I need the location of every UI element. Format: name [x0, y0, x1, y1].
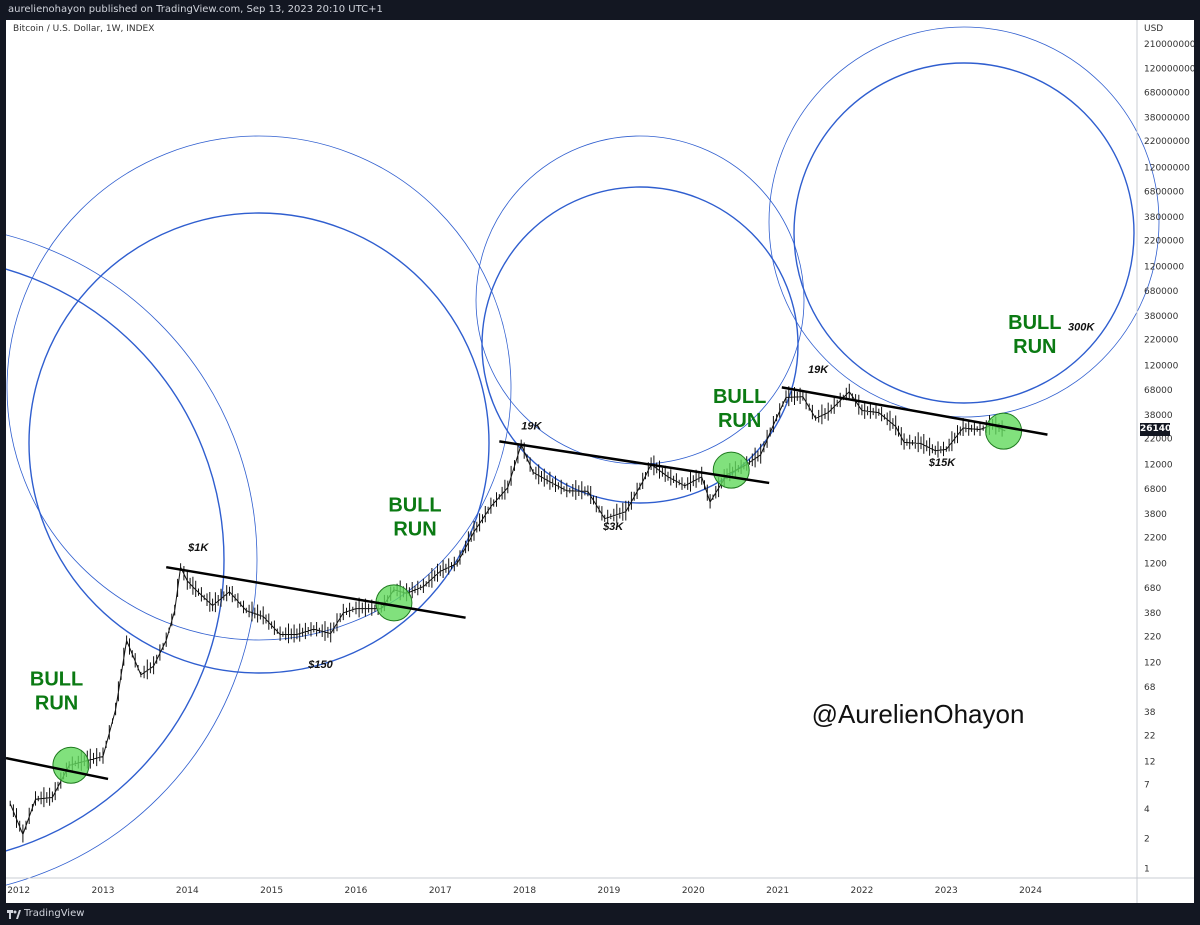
- price-annotation-4: $3K: [602, 521, 624, 533]
- y-tick-label-18: 22000: [1144, 434, 1173, 444]
- x-tick-label-2014: 2014: [176, 886, 199, 896]
- x-tick-label-2017: 2017: [429, 886, 452, 896]
- breakout-highlight-3: [712, 451, 750, 489]
- trendline-1[interactable]: [6, 756, 109, 781]
- x-tick-label-2018: 2018: [513, 886, 536, 896]
- cycle-circle-4: [6, 135, 512, 641]
- chart-frame: $1K $150 19K $3K 19K $15K 300K BULL RUN BULL RUN BU…: [6, 20, 1194, 903]
- y-tick-label-3: 4: [1144, 805, 1150, 815]
- y-tick-label-5: 12: [1144, 758, 1155, 768]
- x-tick-label-2016: 2016: [345, 886, 368, 896]
- y-tick-label-33: 120000000: [1144, 64, 1194, 74]
- price-annotation-7: 300K: [1068, 321, 1095, 333]
- bull-run-label-1-line2: RUN: [35, 693, 78, 715]
- y-tick-label-9: 120: [1144, 658, 1161, 668]
- price-chart[interactable]: $1K$15019K$3K19K$15K300KBULLRUNBULLRUNBU…: [6, 20, 1194, 903]
- top-bar: aurelienohayon published on TradingView.…: [0, 0, 1200, 20]
- price-annotation-2: $150: [307, 659, 333, 671]
- y-tick-label-27: 3800000: [1144, 213, 1184, 223]
- x-tick-label-2022: 2022: [850, 886, 873, 896]
- y-tick-label-26: 2200000: [1144, 236, 1184, 246]
- y-tick-label-25: 1200000: [1144, 262, 1184, 272]
- cycle-circle-1: [6, 268, 225, 852]
- x-tick-label-2024: 2024: [1019, 886, 1042, 896]
- breakout-highlight-4: [985, 412, 1023, 450]
- bull-run-label-2-line2: RUN: [393, 519, 436, 541]
- x-tick-label-2021: 2021: [766, 886, 789, 896]
- y-tick-label-8: 68: [1144, 683, 1156, 693]
- y-tick-label-29: 12000000: [1144, 163, 1190, 173]
- price-series[interactable]: [9, 383, 1006, 843]
- y-tick-label-10: 220: [1144, 632, 1161, 642]
- y-tick-label-4: 7: [1144, 781, 1150, 791]
- price-annotation-3: 19K: [521, 421, 542, 433]
- y-tick-label-23: 380000: [1144, 312, 1179, 322]
- y-tick-label-16: 6800: [1144, 485, 1167, 495]
- y-tick-label-6: 22: [1144, 731, 1155, 741]
- y-tick-label-24: 680000: [1144, 287, 1179, 297]
- y-tick-label-28: 6800000: [1144, 188, 1184, 198]
- y-tick-label-1: 1: [1144, 864, 1150, 874]
- cycle-circle-3: [28, 212, 490, 674]
- bottom-bar: TradingView: [0, 903, 1200, 925]
- y-tick-label-31: 38000000: [1144, 114, 1190, 124]
- price-annotation-6: $15K: [928, 457, 956, 469]
- cycle-circle-7: [793, 62, 1135, 404]
- x-tick-label-2013: 2013: [92, 886, 115, 896]
- currency-label[interactable]: USD: [1144, 24, 1164, 34]
- bull-run-label-3-line1: BULL: [713, 386, 766, 408]
- trendline-2[interactable]: [166, 565, 466, 619]
- last-price-badge: 26140: [1140, 423, 1172, 436]
- x-tick-label-2012: 2012: [7, 886, 30, 896]
- brand-label: TradingView: [24, 908, 85, 919]
- symbol-label: Bitcoin / U.S. Dollar, 1W, INDEX: [13, 24, 155, 34]
- bull-run-label-1-line1: BULL: [30, 669, 83, 691]
- trendline-4[interactable]: [781, 386, 1048, 436]
- watermark-text: @AurelienOhayon: [812, 699, 1025, 729]
- x-tick-label-2015: 2015: [260, 886, 283, 896]
- cycle-circle-2: [6, 234, 258, 886]
- bull-run-label-4-line1: BULL: [1008, 312, 1061, 334]
- x-tick-label-2019: 2019: [597, 886, 620, 896]
- y-tick-label-13: 1200: [1144, 559, 1167, 569]
- price-annotation-5: 19K: [808, 364, 829, 376]
- tradingview-logo-icon: [7, 910, 21, 919]
- y-tick-label-2: 2: [1144, 835, 1150, 845]
- y-tick-label-32: 68000000: [1144, 89, 1190, 99]
- x-tick-label-2023: 2023: [935, 886, 958, 896]
- y-tick-label-30: 22000000: [1144, 137, 1190, 147]
- x-tick-label-2020: 2020: [682, 886, 705, 896]
- y-tick-label-15: 3800: [1144, 510, 1167, 520]
- price-annotation-1: $1K: [187, 542, 209, 554]
- y-tick-label-34: 210000000: [1144, 40, 1194, 50]
- publish-info: aurelienohayon published on TradingView.…: [8, 4, 383, 15]
- y-tick-label-17: 12000: [1144, 460, 1173, 470]
- bull-run-label-3-line2: RUN: [718, 410, 761, 432]
- bull-run-label-2-line1: BULL: [388, 495, 441, 517]
- y-tick-label-21: 120000: [1144, 361, 1179, 371]
- y-tick-label-14: 2200: [1144, 533, 1167, 543]
- y-tick-label-20: 68000: [1144, 386, 1173, 396]
- bull-run-label-4-line2: RUN: [1013, 336, 1056, 358]
- y-tick-label-7: 38: [1144, 708, 1156, 718]
- y-tick-label-19: 38000: [1144, 411, 1173, 421]
- y-tick-label-12: 680: [1144, 584, 1161, 594]
- breakout-highlight-1: [52, 746, 90, 784]
- cycle-circle-5: [481, 186, 799, 504]
- y-tick-label-22: 220000: [1144, 335, 1179, 345]
- cycle-circle-8: [768, 26, 1160, 418]
- y-tick-label-11: 380: [1144, 609, 1161, 619]
- trendline-3[interactable]: [499, 440, 770, 485]
